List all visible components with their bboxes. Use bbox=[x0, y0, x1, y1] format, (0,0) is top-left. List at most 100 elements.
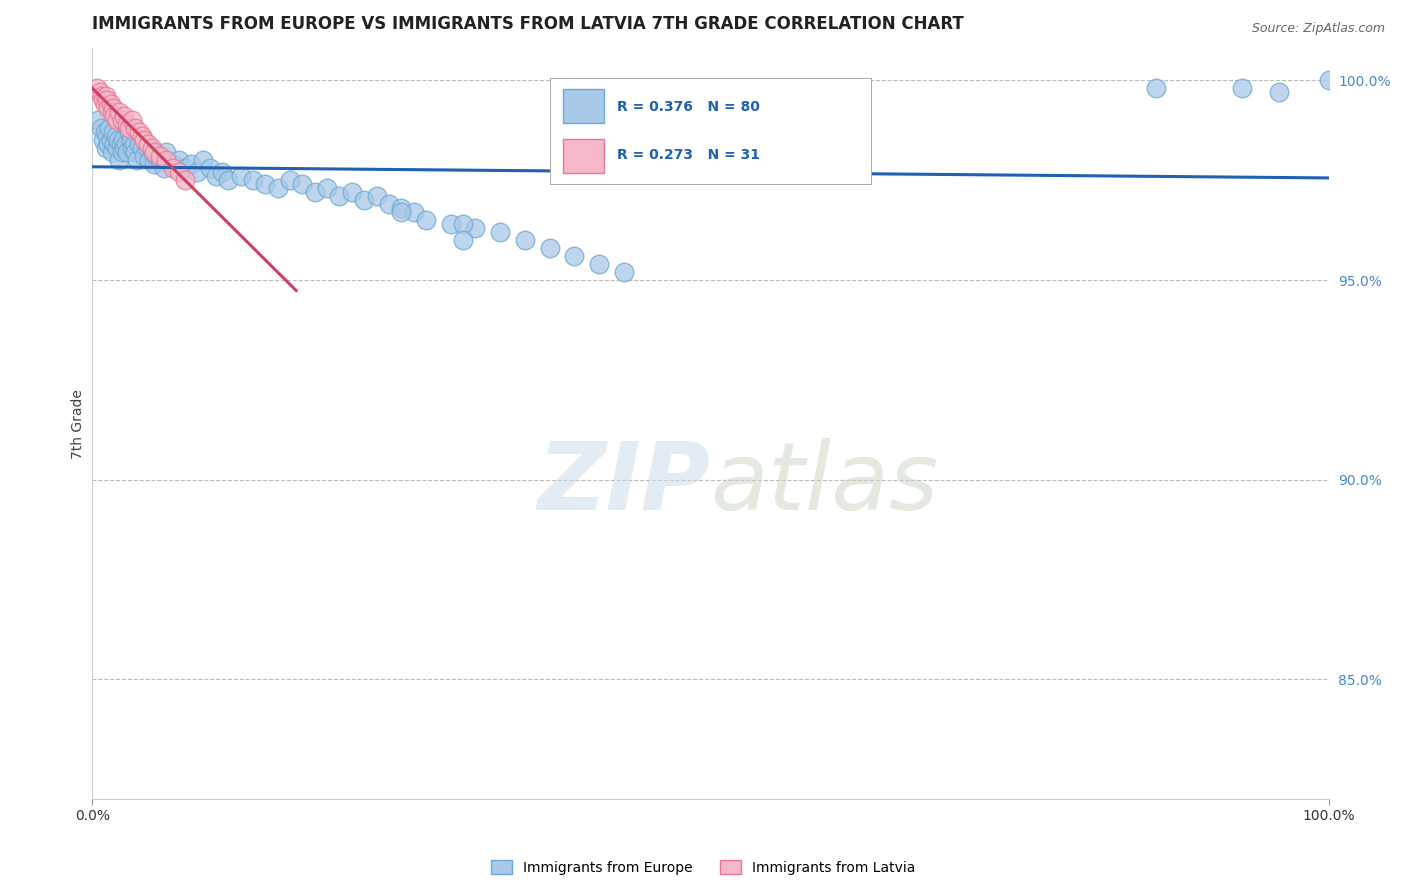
Legend: Immigrants from Europe, Immigrants from Latvia: Immigrants from Europe, Immigrants from … bbox=[485, 855, 921, 880]
Point bbox=[125, 153, 148, 168]
Point bbox=[112, 141, 135, 155]
Point bbox=[174, 173, 197, 187]
Point bbox=[174, 161, 197, 176]
Point bbox=[193, 153, 215, 168]
Point bbox=[180, 157, 202, 171]
Point bbox=[96, 93, 118, 107]
Point bbox=[122, 137, 145, 152]
Point bbox=[135, 141, 157, 155]
Point bbox=[93, 97, 115, 112]
Point bbox=[141, 145, 163, 160]
Point bbox=[105, 141, 128, 155]
Point bbox=[242, 173, 264, 187]
Point bbox=[87, 113, 110, 128]
Point bbox=[91, 93, 114, 107]
Point bbox=[162, 157, 184, 171]
Point bbox=[131, 129, 153, 144]
Point bbox=[162, 161, 184, 176]
Point bbox=[489, 225, 512, 239]
Point bbox=[104, 129, 127, 144]
Point bbox=[94, 89, 117, 103]
Point bbox=[389, 205, 412, 219]
Point bbox=[107, 133, 129, 147]
Point bbox=[328, 189, 350, 203]
Point bbox=[304, 185, 326, 199]
Point bbox=[90, 121, 112, 136]
Point bbox=[186, 165, 208, 179]
Point bbox=[167, 165, 190, 179]
Point bbox=[134, 149, 156, 163]
Text: Source: ZipAtlas.com: Source: ZipAtlas.com bbox=[1251, 22, 1385, 36]
Point bbox=[588, 257, 610, 271]
Point bbox=[145, 149, 167, 163]
Point bbox=[141, 141, 163, 155]
Point bbox=[211, 165, 233, 179]
Point bbox=[105, 113, 128, 128]
Point bbox=[316, 181, 339, 195]
Point bbox=[266, 181, 288, 195]
Point bbox=[415, 213, 437, 227]
Point bbox=[205, 169, 228, 184]
Point bbox=[110, 137, 132, 152]
Point bbox=[134, 133, 156, 147]
Text: ZIP: ZIP bbox=[537, 438, 710, 530]
Point bbox=[167, 153, 190, 168]
Point bbox=[131, 141, 153, 155]
Point bbox=[112, 133, 135, 147]
Point bbox=[115, 145, 138, 160]
Point bbox=[340, 185, 363, 199]
Point bbox=[100, 97, 122, 112]
Point bbox=[291, 177, 314, 191]
Point bbox=[124, 145, 146, 160]
Point bbox=[97, 101, 120, 115]
Point bbox=[402, 205, 425, 219]
Point bbox=[103, 101, 125, 115]
Point bbox=[111, 145, 134, 160]
Point bbox=[217, 173, 239, 187]
Y-axis label: 7th Grade: 7th Grade bbox=[72, 389, 86, 458]
Text: atlas: atlas bbox=[710, 438, 939, 529]
Point bbox=[111, 113, 134, 128]
Point bbox=[389, 201, 412, 215]
Point bbox=[91, 133, 114, 147]
Point bbox=[101, 145, 124, 160]
Point bbox=[513, 233, 536, 247]
Point bbox=[254, 177, 277, 191]
Point bbox=[128, 125, 150, 139]
Point bbox=[103, 125, 125, 139]
Point bbox=[114, 137, 136, 152]
Point bbox=[101, 105, 124, 120]
Point bbox=[94, 141, 117, 155]
Point bbox=[91, 89, 114, 103]
Point bbox=[136, 137, 159, 152]
Point bbox=[93, 125, 115, 139]
Point bbox=[118, 125, 141, 139]
Point bbox=[149, 153, 172, 168]
Point bbox=[366, 189, 388, 203]
Point bbox=[1144, 81, 1167, 95]
Point bbox=[108, 153, 131, 168]
Point bbox=[1230, 81, 1253, 95]
Point bbox=[96, 129, 118, 144]
Point bbox=[353, 193, 375, 207]
Point bbox=[86, 81, 108, 95]
Point bbox=[103, 109, 125, 123]
Point bbox=[613, 265, 636, 279]
Point bbox=[451, 233, 474, 247]
Point bbox=[155, 153, 177, 168]
Point bbox=[108, 105, 131, 120]
Point bbox=[115, 117, 138, 131]
Point bbox=[198, 161, 221, 176]
Point bbox=[1268, 86, 1291, 100]
Point bbox=[121, 113, 143, 128]
Point bbox=[120, 133, 142, 147]
Point bbox=[124, 121, 146, 136]
Point bbox=[118, 121, 141, 136]
Point bbox=[98, 121, 121, 136]
Point bbox=[89, 86, 111, 100]
Point bbox=[97, 137, 120, 152]
Point bbox=[121, 141, 143, 155]
Point bbox=[451, 217, 474, 231]
Point bbox=[112, 109, 135, 123]
Point bbox=[143, 157, 166, 171]
